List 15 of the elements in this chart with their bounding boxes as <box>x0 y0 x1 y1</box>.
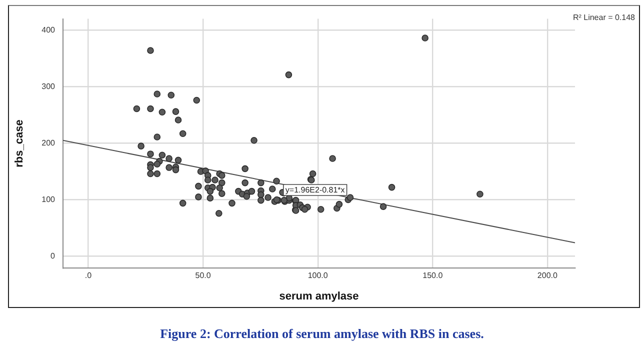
y-tick-label: 100 <box>42 194 56 204</box>
x-tick-label: 100.0 <box>308 271 328 280</box>
y-tick-label: 0 <box>50 252 56 261</box>
x-tick-label: .0 <box>84 271 92 280</box>
text: Figure 2: Correlation of serum amylase with RBS in cases. <box>159 326 485 342</box>
annotation: y=1.96E2-0.81*x <box>285 186 345 195</box>
y-tick-label: 300 <box>42 82 56 91</box>
y-tick-label: 200 <box>42 138 56 148</box>
annotation: R² Linear = 0.148 <box>572 13 636 22</box>
x-tick-label: 200.0 <box>537 271 558 280</box>
x-tick-label: 50.0 <box>195 271 212 280</box>
y-tick-label: 400 <box>42 25 56 34</box>
x-tick-label: 150.0 <box>422 271 444 280</box>
y-axis-title: rbs_case <box>14 120 26 168</box>
x-axis-title: serum amylase <box>279 290 359 302</box>
